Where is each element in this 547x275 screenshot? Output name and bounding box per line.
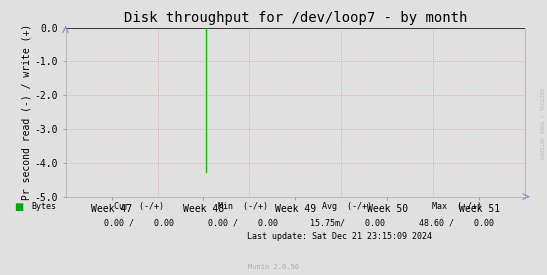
Text: Max  (-/+): Max (-/+) bbox=[432, 202, 482, 211]
Text: 48.60 /    0.00: 48.60 / 0.00 bbox=[419, 219, 494, 228]
Text: 0.00 /    0.00: 0.00 / 0.00 bbox=[104, 219, 174, 228]
Text: Munin 2.0.56: Munin 2.0.56 bbox=[248, 264, 299, 270]
Text: RRDTOOL / TOBI OETIKER: RRDTOOL / TOBI OETIKER bbox=[538, 88, 543, 160]
Text: Bytes: Bytes bbox=[32, 202, 57, 211]
Text: 15.75m/    0.00: 15.75m/ 0.00 bbox=[310, 219, 385, 228]
Text: ■: ■ bbox=[14, 202, 23, 212]
Text: Last update: Sat Dec 21 23:15:09 2024: Last update: Sat Dec 21 23:15:09 2024 bbox=[247, 232, 432, 241]
Text: 0.00 /    0.00: 0.00 / 0.00 bbox=[208, 219, 278, 228]
Text: Min  (-/+): Min (-/+) bbox=[218, 202, 269, 211]
Text: Avg  (-/+): Avg (-/+) bbox=[322, 202, 373, 211]
Title: Disk throughput for /dev/loop7 - by month: Disk throughput for /dev/loop7 - by mont… bbox=[124, 11, 467, 25]
Text: Cur  (-/+): Cur (-/+) bbox=[114, 202, 165, 211]
Y-axis label: Pr second read (-) / write (+): Pr second read (-) / write (+) bbox=[22, 24, 32, 200]
